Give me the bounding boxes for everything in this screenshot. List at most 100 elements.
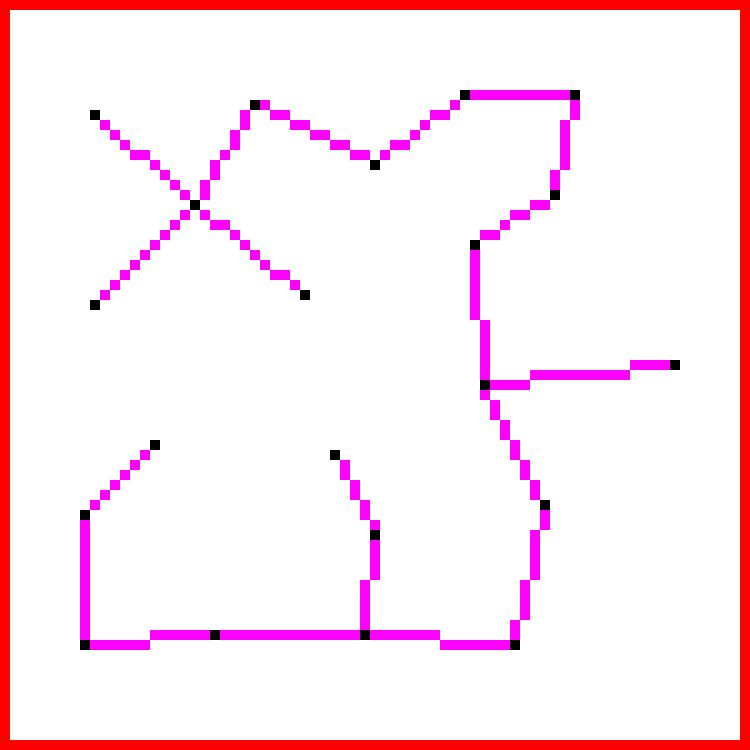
edge-pixel xyxy=(430,630,440,640)
edge-pixel xyxy=(450,640,460,650)
edge-pixel xyxy=(220,150,230,160)
edge-pixel xyxy=(90,640,100,650)
edge-pixel xyxy=(100,120,110,130)
edge-pixel xyxy=(480,90,490,100)
edge-pixel xyxy=(230,230,240,240)
edge-pixel xyxy=(440,110,450,120)
edge-pixel xyxy=(550,370,560,380)
edge-pixel xyxy=(110,130,120,140)
edge-pixel xyxy=(400,630,410,640)
edge-pixel xyxy=(80,560,90,570)
node-n11 xyxy=(480,380,490,390)
node-n9 xyxy=(550,190,560,200)
edge-pixel xyxy=(370,630,380,640)
edge-pixel xyxy=(530,490,540,500)
edge-pixel xyxy=(510,620,520,630)
edge-pixel xyxy=(330,630,340,640)
edge-pixel xyxy=(630,360,640,370)
edge-pixel xyxy=(170,630,180,640)
edge-pixel xyxy=(520,590,530,600)
edge-n20-n21 xyxy=(80,440,160,520)
node-n16 xyxy=(370,530,380,540)
edge-pixel xyxy=(290,120,300,130)
edge-pixel xyxy=(600,370,610,380)
edge-pixel xyxy=(550,170,560,180)
edge-pixel xyxy=(520,460,530,470)
edge-n13-n14 xyxy=(510,500,550,650)
edge-pixel xyxy=(110,280,120,290)
edge-pixel xyxy=(480,370,490,380)
edge-pixel xyxy=(570,370,580,380)
edge-pixel xyxy=(610,370,620,380)
node-n18 xyxy=(210,630,220,640)
edge-n16-n17 xyxy=(330,450,380,540)
edge-pixel xyxy=(320,630,330,640)
node-n14 xyxy=(510,640,520,650)
edge-pixel xyxy=(530,550,540,560)
edge-pixel xyxy=(540,520,550,530)
node-n20 xyxy=(80,510,90,520)
node-n17 xyxy=(330,450,340,460)
node-n2 xyxy=(190,200,200,210)
edge-pixel xyxy=(560,160,570,170)
edge-pixel xyxy=(550,90,560,100)
edge-pixel xyxy=(560,130,570,140)
edge-pixel xyxy=(560,370,570,380)
edge-pixel xyxy=(250,250,260,260)
node-n6 xyxy=(370,160,380,170)
edge-n2-n3 xyxy=(190,200,310,300)
edge-pixel xyxy=(360,500,370,510)
edge-n11-n13 xyxy=(480,380,550,510)
edge-pixel xyxy=(170,180,180,190)
edge-n19-n20 xyxy=(80,510,90,650)
edge-pixel xyxy=(490,380,500,390)
edge-pixel xyxy=(470,280,480,290)
edge-pixel xyxy=(480,390,490,400)
edge-pixel xyxy=(230,130,240,140)
edge-pixel xyxy=(340,630,350,640)
edge-pixel xyxy=(480,330,490,340)
edge-pixel xyxy=(470,310,480,320)
edge-pixel xyxy=(540,90,550,100)
edge-pixel xyxy=(440,640,450,650)
node-n3 xyxy=(300,290,310,300)
edge-pixel xyxy=(270,270,280,280)
edge-pixel xyxy=(500,220,510,230)
node-n4 xyxy=(90,300,100,310)
edge-pixel xyxy=(380,150,390,160)
node-n13 xyxy=(540,500,550,510)
edge-pixel xyxy=(470,250,480,260)
edge-pixel xyxy=(140,150,150,160)
edge-pixel xyxy=(540,200,550,210)
edge-pixel xyxy=(180,630,190,640)
edge-n1-n2 xyxy=(90,110,200,210)
edge-pixel xyxy=(200,180,210,190)
edge-pixel xyxy=(530,200,540,210)
edge-pixel xyxy=(350,630,360,640)
edge-n7-n8 xyxy=(460,90,580,100)
edge-pixel xyxy=(210,160,220,170)
edge-pixel xyxy=(370,550,380,560)
edge-pixel xyxy=(520,90,530,100)
edge-pixel xyxy=(360,510,370,520)
edge-pixel xyxy=(280,630,290,640)
edge-pixel xyxy=(490,410,500,420)
edge-pixel xyxy=(140,250,150,260)
node-n19 xyxy=(80,640,90,650)
edge-pixel xyxy=(190,630,200,640)
edge-pixel xyxy=(470,90,480,100)
edge-n15-n18 xyxy=(210,630,370,640)
edge-pixel xyxy=(560,90,570,100)
edge-pixel xyxy=(580,370,590,380)
edge-pixel xyxy=(150,630,160,640)
edge-n8-n9 xyxy=(550,90,580,200)
edge-pixel xyxy=(80,550,90,560)
node-n12 xyxy=(670,360,680,370)
edge-pixel xyxy=(510,440,520,450)
node-n7 xyxy=(460,90,470,100)
node-n21 xyxy=(150,440,160,450)
edge-pixel xyxy=(210,170,220,180)
edge-pixel xyxy=(480,360,490,370)
edge-pixel xyxy=(550,180,560,190)
edge-n6-n7 xyxy=(370,90,470,170)
